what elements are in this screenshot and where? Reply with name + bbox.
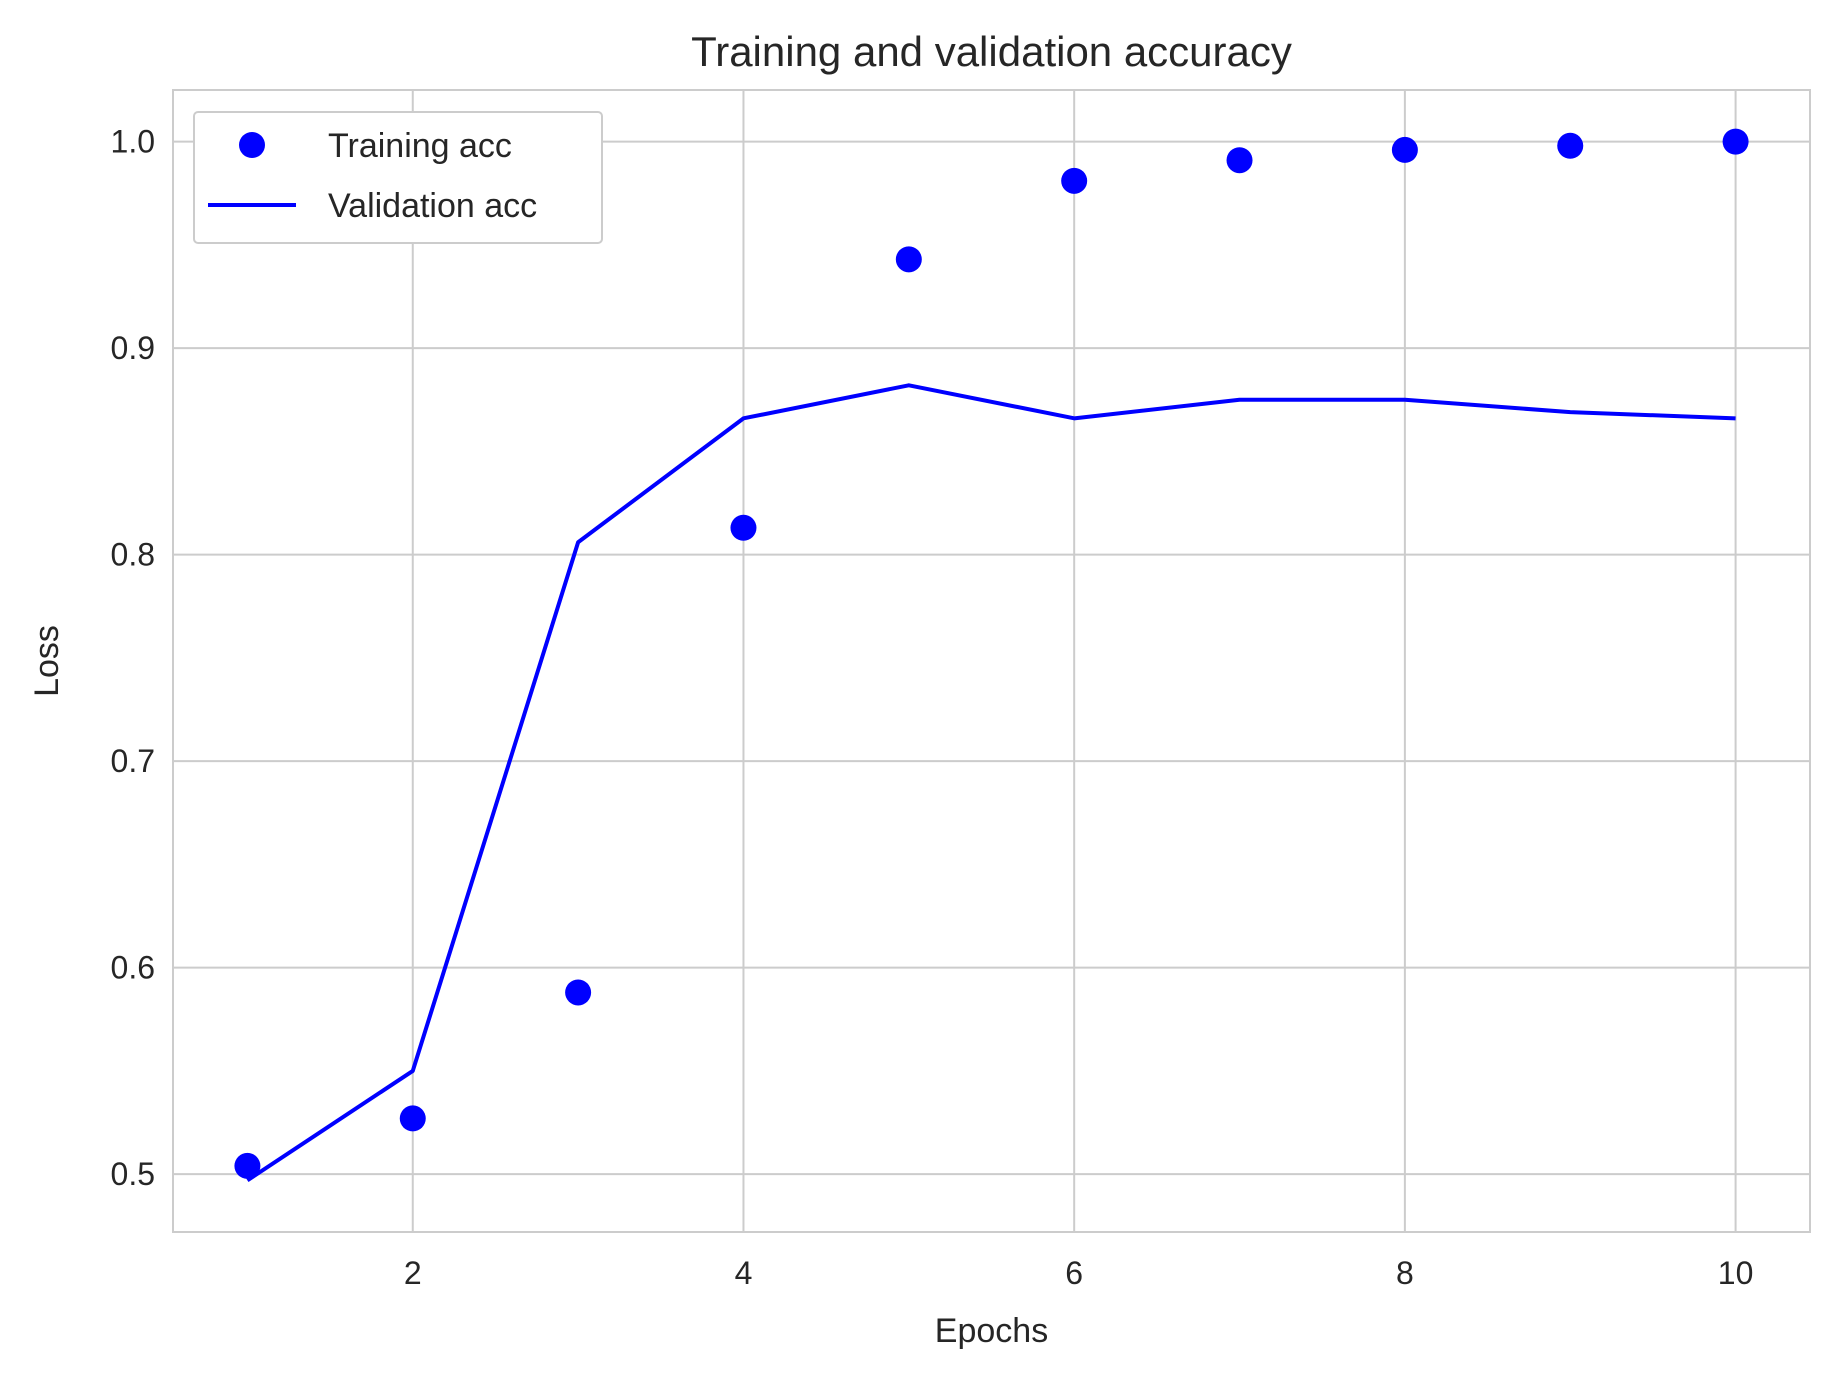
legend-marker-training: [239, 132, 265, 158]
training-acc-point: [895, 246, 922, 273]
training-acc-point: [565, 979, 592, 1006]
x-axis-label: Epochs: [935, 1312, 1048, 1350]
x-tick-label: 4: [735, 1255, 753, 1291]
chart-title: Training and validation accuracy: [691, 28, 1292, 75]
training-acc-point: [1722, 128, 1749, 155]
x-tick-label: 6: [1065, 1255, 1083, 1291]
training-acc-point: [1557, 132, 1584, 159]
y-tick-labels: 0.5 0.6 0.7 0.8 0.9 1.0: [111, 124, 155, 1193]
y-tick-label: 0.9: [111, 330, 155, 366]
training-acc-point: [1391, 136, 1418, 163]
legend-box: [193, 111, 603, 244]
y-axis-label: Loss: [28, 625, 66, 697]
series-layer: [234, 128, 1749, 1183]
x-tick-labels: 2 4 6 8 10: [404, 1255, 1754, 1291]
x-tick-label: 2: [404, 1255, 422, 1291]
training-acc-point: [730, 514, 757, 541]
y-tick-label: 0.7: [111, 743, 155, 779]
validation-acc-line: [246, 383, 1736, 1183]
x-tick-label: 10: [1718, 1255, 1754, 1291]
legend-label-validation: Validation acc: [328, 187, 537, 225]
training-acc-point: [399, 1105, 426, 1132]
training-acc-point: [1061, 167, 1088, 194]
legend-label-training: Training acc: [328, 127, 512, 165]
x-tick-label: 8: [1396, 1255, 1414, 1291]
training-acc-point: [1226, 147, 1253, 174]
y-tick-label: 0.5: [111, 1156, 155, 1192]
y-tick-label: 0.8: [111, 537, 155, 573]
grid: [173, 90, 1810, 1232]
plot-frame: [172, 89, 1811, 1233]
y-tick-label: 0.6: [111, 950, 155, 986]
y-tick-label: 1.0: [111, 124, 155, 160]
training-acc-point: [234, 1152, 261, 1179]
legend: Training acc Validation acc: [193, 111, 603, 244]
